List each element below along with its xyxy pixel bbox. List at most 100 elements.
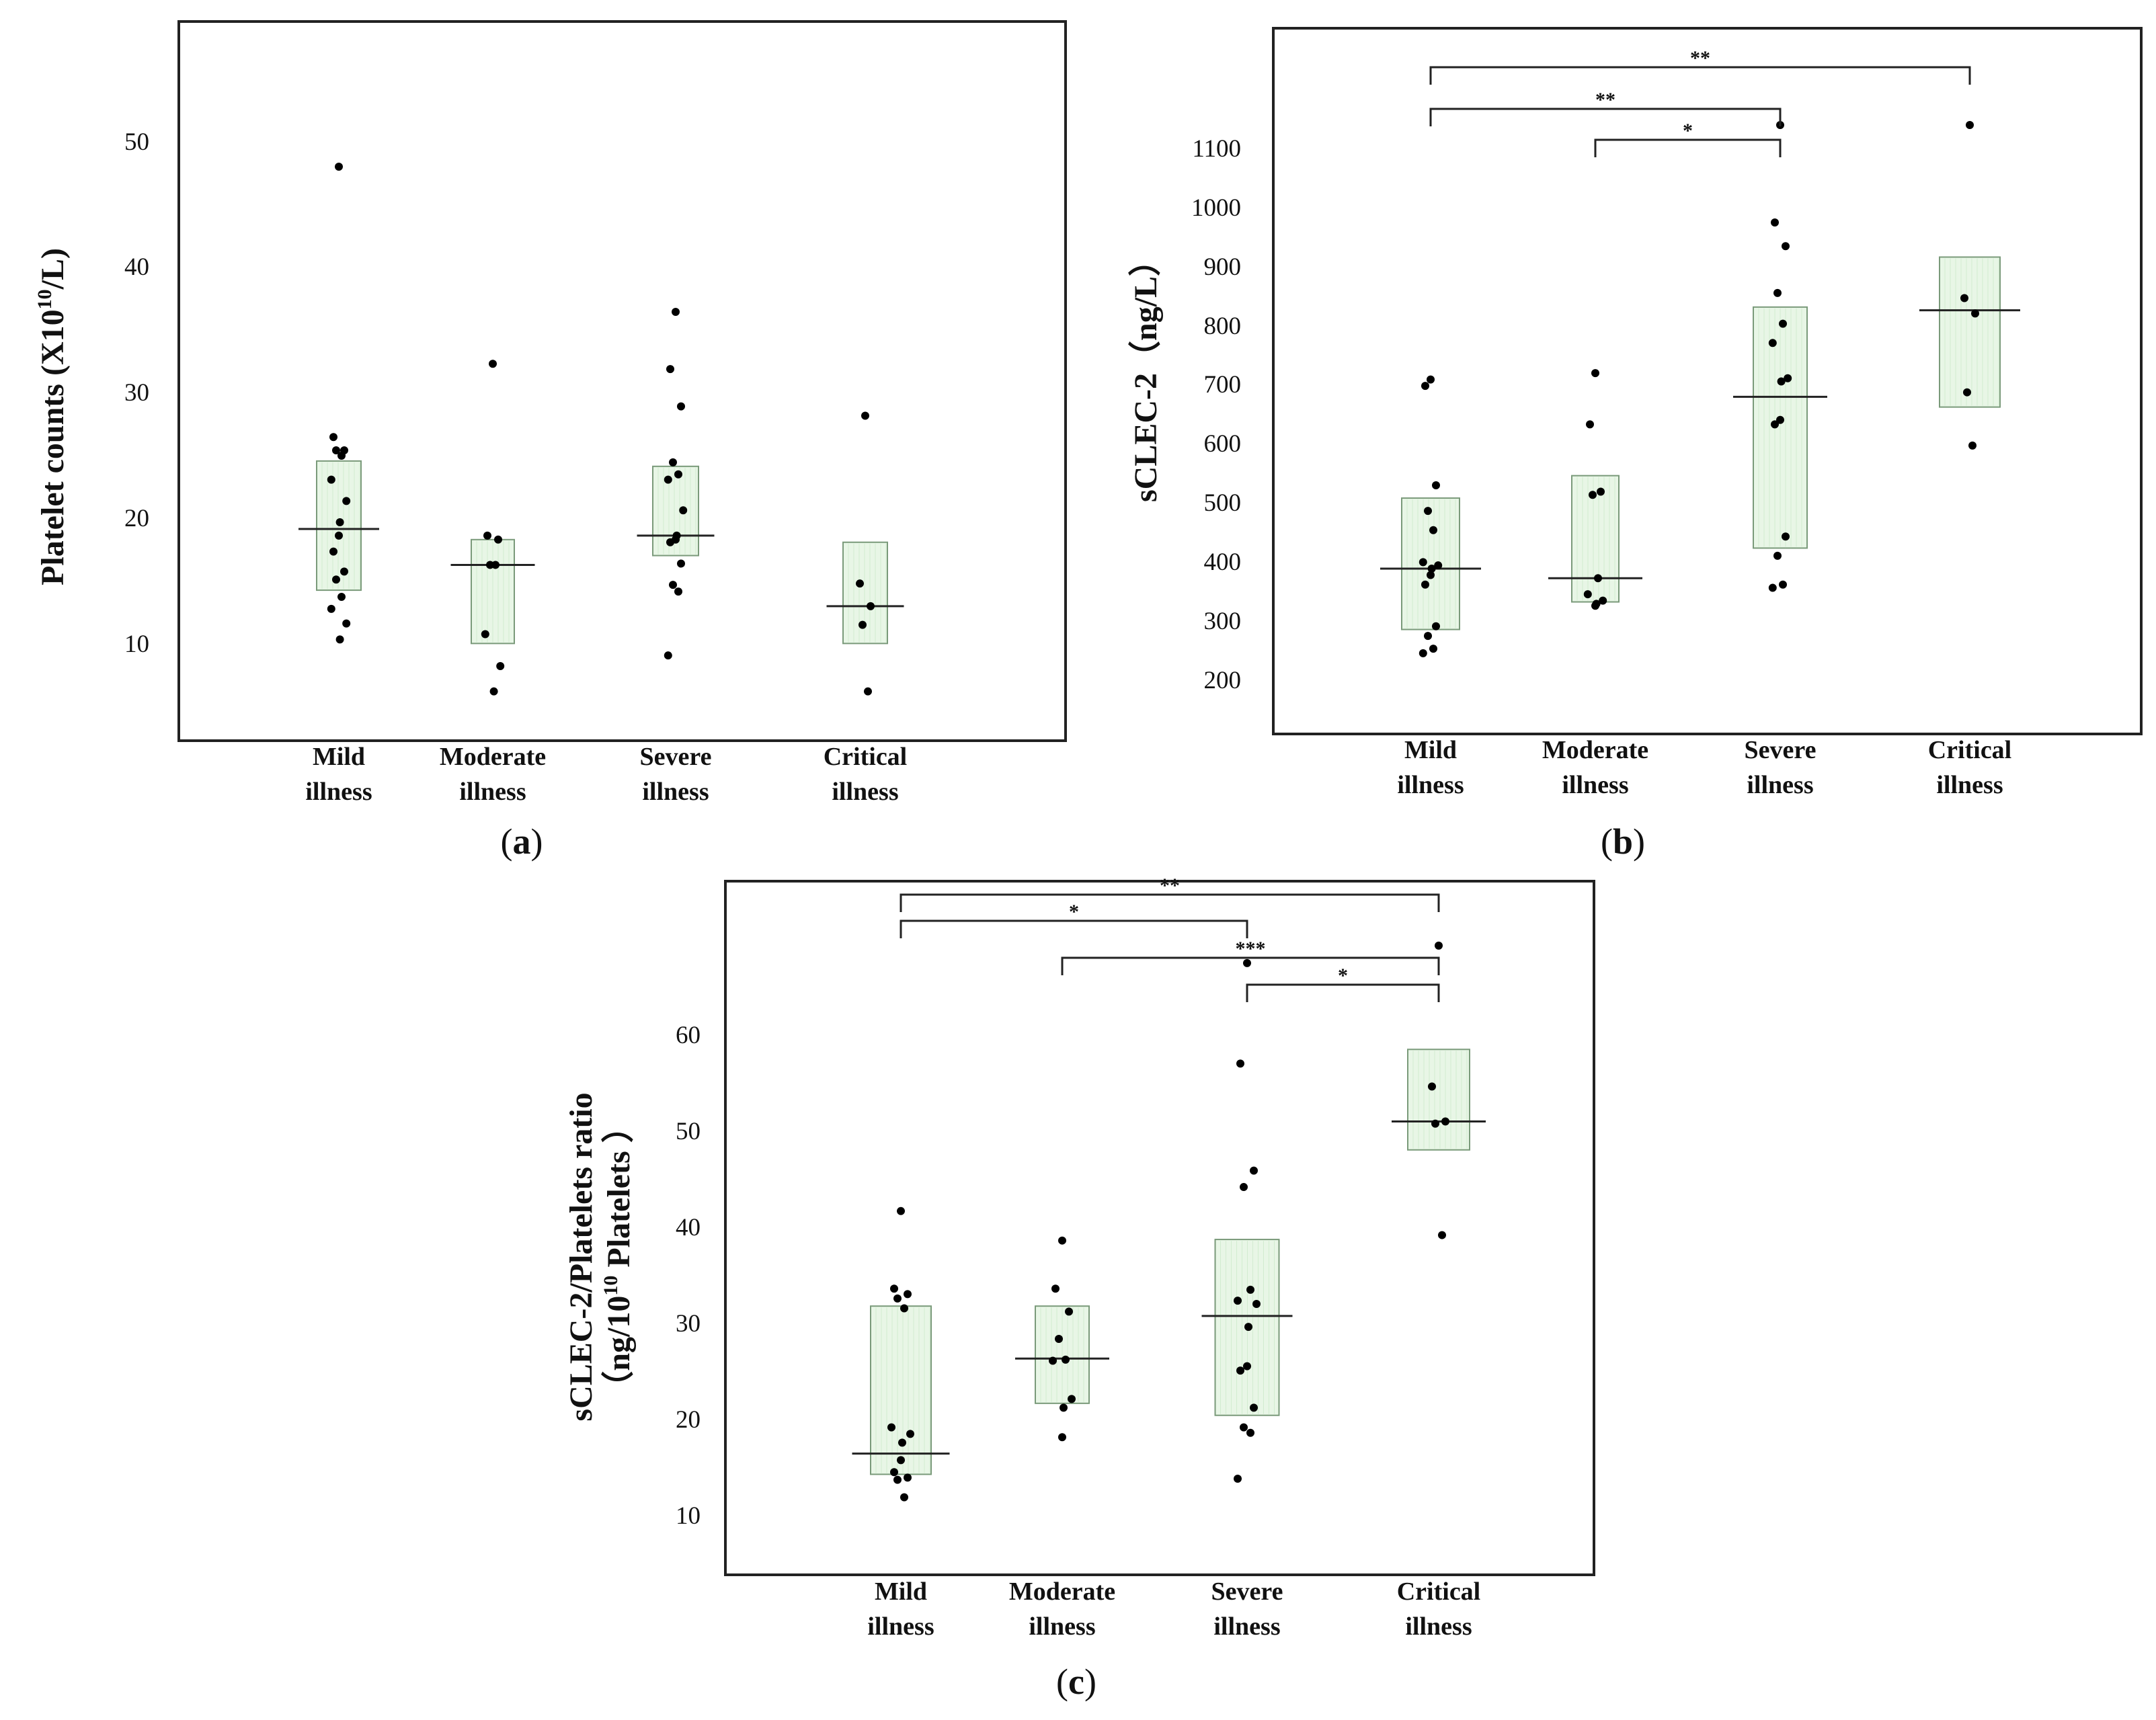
ytick-a-3: 40 bbox=[124, 253, 149, 281]
category-label-c-3: Critical illness bbox=[1397, 1578, 1481, 1641]
sig-bracket-b-0 bbox=[1429, 66, 1971, 85]
point-a-2-2 bbox=[677, 402, 685, 411]
point-c-1-5 bbox=[1049, 1356, 1057, 1365]
point-b-2-3 bbox=[1773, 288, 1782, 297]
point-c-0-5 bbox=[887, 1423, 895, 1432]
point-a-0-9 bbox=[329, 547, 337, 556]
y-axis-label-a: Platelet counts (X1010/L) bbox=[34, 248, 71, 585]
point-a-3-4 bbox=[864, 687, 872, 696]
point-c-3-2 bbox=[1441, 1117, 1449, 1126]
point-b-2-12 bbox=[1779, 580, 1787, 589]
sig-label-c-2: *** bbox=[1236, 938, 1266, 960]
sig-label-b-2: * bbox=[1683, 120, 1693, 142]
box-b-3 bbox=[1939, 256, 2001, 408]
point-a-1-2 bbox=[494, 535, 502, 544]
ytick-c-5: 60 bbox=[676, 1022, 701, 1049]
point-c-0-9 bbox=[890, 1468, 898, 1477]
point-a-2-12 bbox=[674, 587, 682, 596]
sig-label-b-1: ** bbox=[1595, 89, 1615, 111]
point-b-0-0 bbox=[1427, 375, 1435, 384]
point-c-3-3 bbox=[1431, 1119, 1439, 1128]
point-b-1-6 bbox=[1599, 596, 1607, 605]
point-c-2-2 bbox=[1250, 1166, 1258, 1175]
point-b-1-1 bbox=[1586, 420, 1594, 429]
point-c-3-1 bbox=[1428, 1082, 1436, 1091]
ytick-a-0: 10 bbox=[124, 630, 149, 658]
sig-bracket-b-1 bbox=[1429, 108, 1782, 126]
point-a-1-4 bbox=[491, 561, 500, 569]
panel-label-c: (c) bbox=[1056, 1662, 1096, 1702]
point-a-2-4 bbox=[674, 470, 682, 479]
ytick-b-5: 700 bbox=[1204, 371, 1242, 399]
category-label-c-2: Severe illness bbox=[1211, 1578, 1283, 1641]
point-c-0-10 bbox=[904, 1473, 912, 1482]
point-c-0-4 bbox=[900, 1304, 908, 1313]
point-a-0-5 bbox=[327, 475, 335, 484]
point-c-0-8 bbox=[897, 1456, 905, 1465]
category-label-a-1: Moderate illness bbox=[440, 743, 546, 806]
point-c-1-8 bbox=[1058, 1433, 1066, 1442]
point-a-0-13 bbox=[327, 604, 335, 613]
point-a-0-11 bbox=[332, 575, 340, 584]
panel-a: 10 20 30 40 50 Platelet counts (X1010/L)… bbox=[34, 20, 1067, 862]
panel-label-a: (a) bbox=[501, 821, 543, 862]
point-c-0-1 bbox=[890, 1284, 898, 1293]
point-b-0-3 bbox=[1424, 507, 1432, 516]
point-a-2-9 bbox=[666, 538, 674, 546]
point-c-2-13 bbox=[1234, 1474, 1242, 1483]
point-b-0-8 bbox=[1427, 571, 1435, 579]
point-c-0-7 bbox=[898, 1438, 906, 1447]
point-b-0-6 bbox=[1434, 561, 1443, 570]
point-c-1-3 bbox=[1055, 1334, 1063, 1343]
point-b-2-2 bbox=[1782, 242, 1790, 251]
point-b-0-1 bbox=[1421, 382, 1429, 391]
sig-bracket-c-1 bbox=[900, 919, 1248, 938]
point-c-0-0 bbox=[897, 1206, 905, 1215]
point-b-1-3 bbox=[1589, 491, 1597, 499]
point-b-2-1 bbox=[1771, 218, 1779, 227]
point-a-0-8 bbox=[335, 531, 343, 540]
point-c-2-6 bbox=[1252, 1299, 1261, 1308]
box-a-2 bbox=[652, 465, 699, 557]
panel-b: ***** 200 300 400 500 600 700 800 900 10… bbox=[1128, 27, 2143, 862]
marks-b: ***** bbox=[1380, 47, 2020, 657]
category-label-b-0: Mild illness bbox=[1397, 736, 1464, 799]
point-a-2-0 bbox=[672, 307, 680, 316]
point-c-3-0 bbox=[1435, 941, 1443, 950]
point-c-2-7 bbox=[1244, 1323, 1252, 1332]
category-label-b-2: Severe illness bbox=[1745, 736, 1816, 799]
point-b-0-10 bbox=[1432, 622, 1440, 630]
ytick-c-4: 50 bbox=[676, 1118, 701, 1145]
point-c-0-11 bbox=[893, 1475, 902, 1484]
marks-c: ******* bbox=[852, 874, 1486, 1502]
point-b-3-0 bbox=[1966, 121, 1974, 130]
point-b-0-11 bbox=[1424, 632, 1432, 641]
point-b-2-10 bbox=[1782, 532, 1790, 541]
point-a-2-13 bbox=[664, 651, 672, 660]
sig-label-c-0: ** bbox=[1160, 874, 1180, 897]
point-c-1-2 bbox=[1065, 1307, 1073, 1316]
plot-frame-c bbox=[724, 880, 1595, 1576]
point-a-0-14 bbox=[342, 619, 351, 628]
point-a-2-11 bbox=[669, 581, 677, 589]
point-c-3-4 bbox=[1438, 1231, 1446, 1239]
point-c-2-8 bbox=[1243, 1362, 1251, 1370]
point-c-1-7 bbox=[1060, 1403, 1068, 1412]
point-a-2-1 bbox=[666, 365, 674, 374]
point-c-0-2 bbox=[904, 1290, 912, 1299]
box-c-3 bbox=[1407, 1049, 1470, 1151]
point-c-1-1 bbox=[1051, 1284, 1060, 1293]
point-b-1-4 bbox=[1594, 574, 1602, 583]
ytick-a-2: 30 bbox=[124, 379, 149, 407]
category-label-a-0: Mild illness bbox=[305, 743, 372, 806]
ytick-c-3: 40 bbox=[676, 1214, 701, 1241]
ytick-b-2: 400 bbox=[1204, 548, 1242, 576]
point-c-2-3 bbox=[1240, 1183, 1248, 1192]
point-b-1-2 bbox=[1597, 487, 1605, 496]
point-b-3-1 bbox=[1960, 294, 1968, 302]
point-b-0-2 bbox=[1432, 481, 1440, 489]
category-label-b-3: Critical illness bbox=[1928, 736, 2012, 799]
point-c-2-10 bbox=[1250, 1403, 1258, 1412]
box-b-0 bbox=[1401, 497, 1460, 630]
